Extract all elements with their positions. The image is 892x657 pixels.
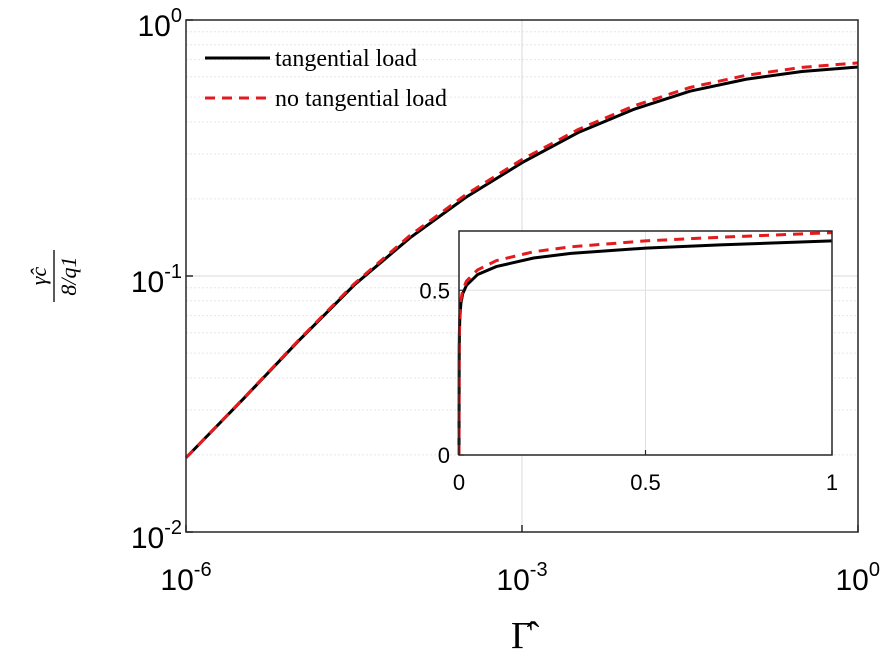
- y-tick-label: 10-2: [131, 517, 182, 555]
- y-tick-label: 100: [138, 5, 183, 43]
- x-axis-label-text: Γ̂: [511, 615, 540, 657]
- main-plot-area: [184, 61, 859, 459]
- x-tick-label: 10-3: [496, 559, 547, 597]
- y-axis-label-numerator: γ̂c: [26, 267, 51, 286]
- inset-y-tick-label: 0.5: [419, 278, 450, 303]
- y-axis-label: γ̂c 8/q1: [26, 250, 81, 302]
- x-tick-label: 10-6: [160, 559, 211, 597]
- inset-y-tick-label: 0: [438, 443, 450, 468]
- y-axis-label-denominator: 8/q1: [56, 256, 81, 295]
- main-grid: [185, 20, 859, 533]
- inset-x-tick-label: 0: [453, 470, 465, 495]
- inset-x-tick-label: 0.5: [630, 470, 661, 495]
- series-line-no-tangential-load: [184, 61, 859, 459]
- inset-ticks: 0 0.5 1 0 0.5: [419, 278, 838, 495]
- legend: tangential load no tangential load: [205, 46, 447, 112]
- legend-entry: tangential load: [275, 46, 417, 72]
- legend-entry: no tangential load: [275, 86, 447, 112]
- inset-grid: [459, 231, 832, 455]
- x-tick-label: 100: [836, 559, 881, 597]
- y-tick-label: 10-1: [131, 261, 182, 299]
- inset-x-tick-label: 1: [826, 470, 838, 495]
- x-axis-label: Γ̂: [511, 615, 540, 657]
